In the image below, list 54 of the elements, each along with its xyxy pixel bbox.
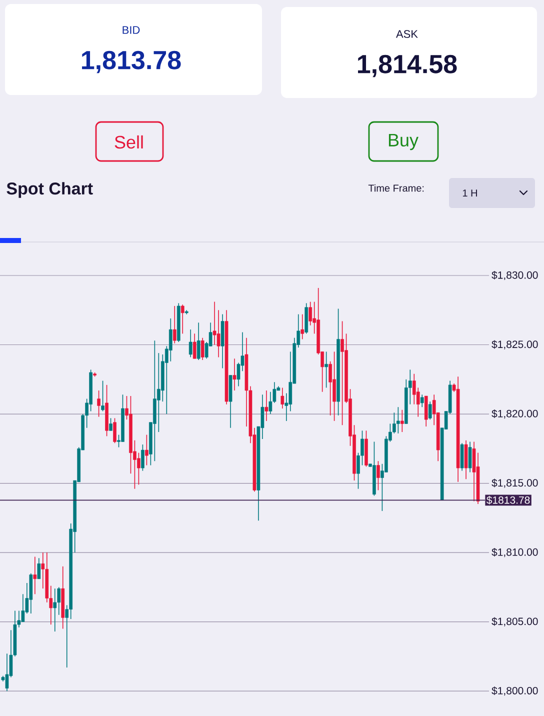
y-tick-label: $1,830.00 <box>492 270 538 280</box>
y-tick-label: $1,820.00 <box>492 409 538 419</box>
candlestick <box>145 434 148 466</box>
candlestick <box>137 452 140 486</box>
candlestick <box>280 387 284 409</box>
candlestick <box>33 556 37 594</box>
candlestick <box>420 394 424 408</box>
candlestick <box>196 322 200 360</box>
y-tick-label: $1,805.00 <box>492 617 538 626</box>
candlestick <box>200 337 204 360</box>
y-tick-label: $1,800.00 <box>492 686 538 696</box>
ref-line-label: $1813.78 <box>486 496 530 504</box>
candlestick <box>180 304 184 334</box>
chart-title: Spot Chart <box>6 182 93 198</box>
candlestick <box>109 418 112 432</box>
candlestick <box>324 351 328 388</box>
candlestick <box>101 380 104 412</box>
candlestick <box>141 444 144 472</box>
candlestick <box>340 320 344 426</box>
candlestick <box>472 441 476 502</box>
candlestick <box>376 460 380 491</box>
y-tick-label: $1,810.00 <box>492 548 538 558</box>
text: 1 H <box>462 190 477 196</box>
text: Buy <box>388 134 418 150</box>
candlestick <box>332 351 336 422</box>
text: ASK <box>396 30 418 38</box>
candlestick <box>188 329 192 358</box>
candlestick <box>400 409 404 432</box>
candlestick <box>157 352 160 432</box>
candlestick <box>168 318 172 362</box>
y-tick-label: $1,815.00 <box>492 478 538 488</box>
candlestick <box>468 441 472 473</box>
text: Time Frame: <box>368 184 424 192</box>
candlestick <box>308 301 312 326</box>
candlestick <box>328 360 332 416</box>
text: Sell <box>114 135 143 149</box>
candlestick <box>232 358 236 391</box>
candlestick <box>97 390 100 418</box>
candlestick <box>264 390 268 422</box>
candlestick <box>192 333 196 360</box>
candlestick <box>428 401 432 420</box>
candlestick <box>424 396 428 427</box>
candlestick <box>172 306 176 344</box>
candlestick <box>300 314 304 340</box>
candlestick <box>53 588 57 632</box>
candlestick <box>113 418 116 444</box>
candlestick <box>37 558 41 580</box>
candlestick <box>460 442 464 472</box>
candlestick <box>464 440 468 480</box>
candlestick <box>396 406 400 434</box>
text: 1,813.78 <box>82 50 181 74</box>
text: BID <box>122 26 140 34</box>
text: 1,814.58 <box>358 54 457 78</box>
y-tick-label: $1,825.00 <box>492 340 538 350</box>
